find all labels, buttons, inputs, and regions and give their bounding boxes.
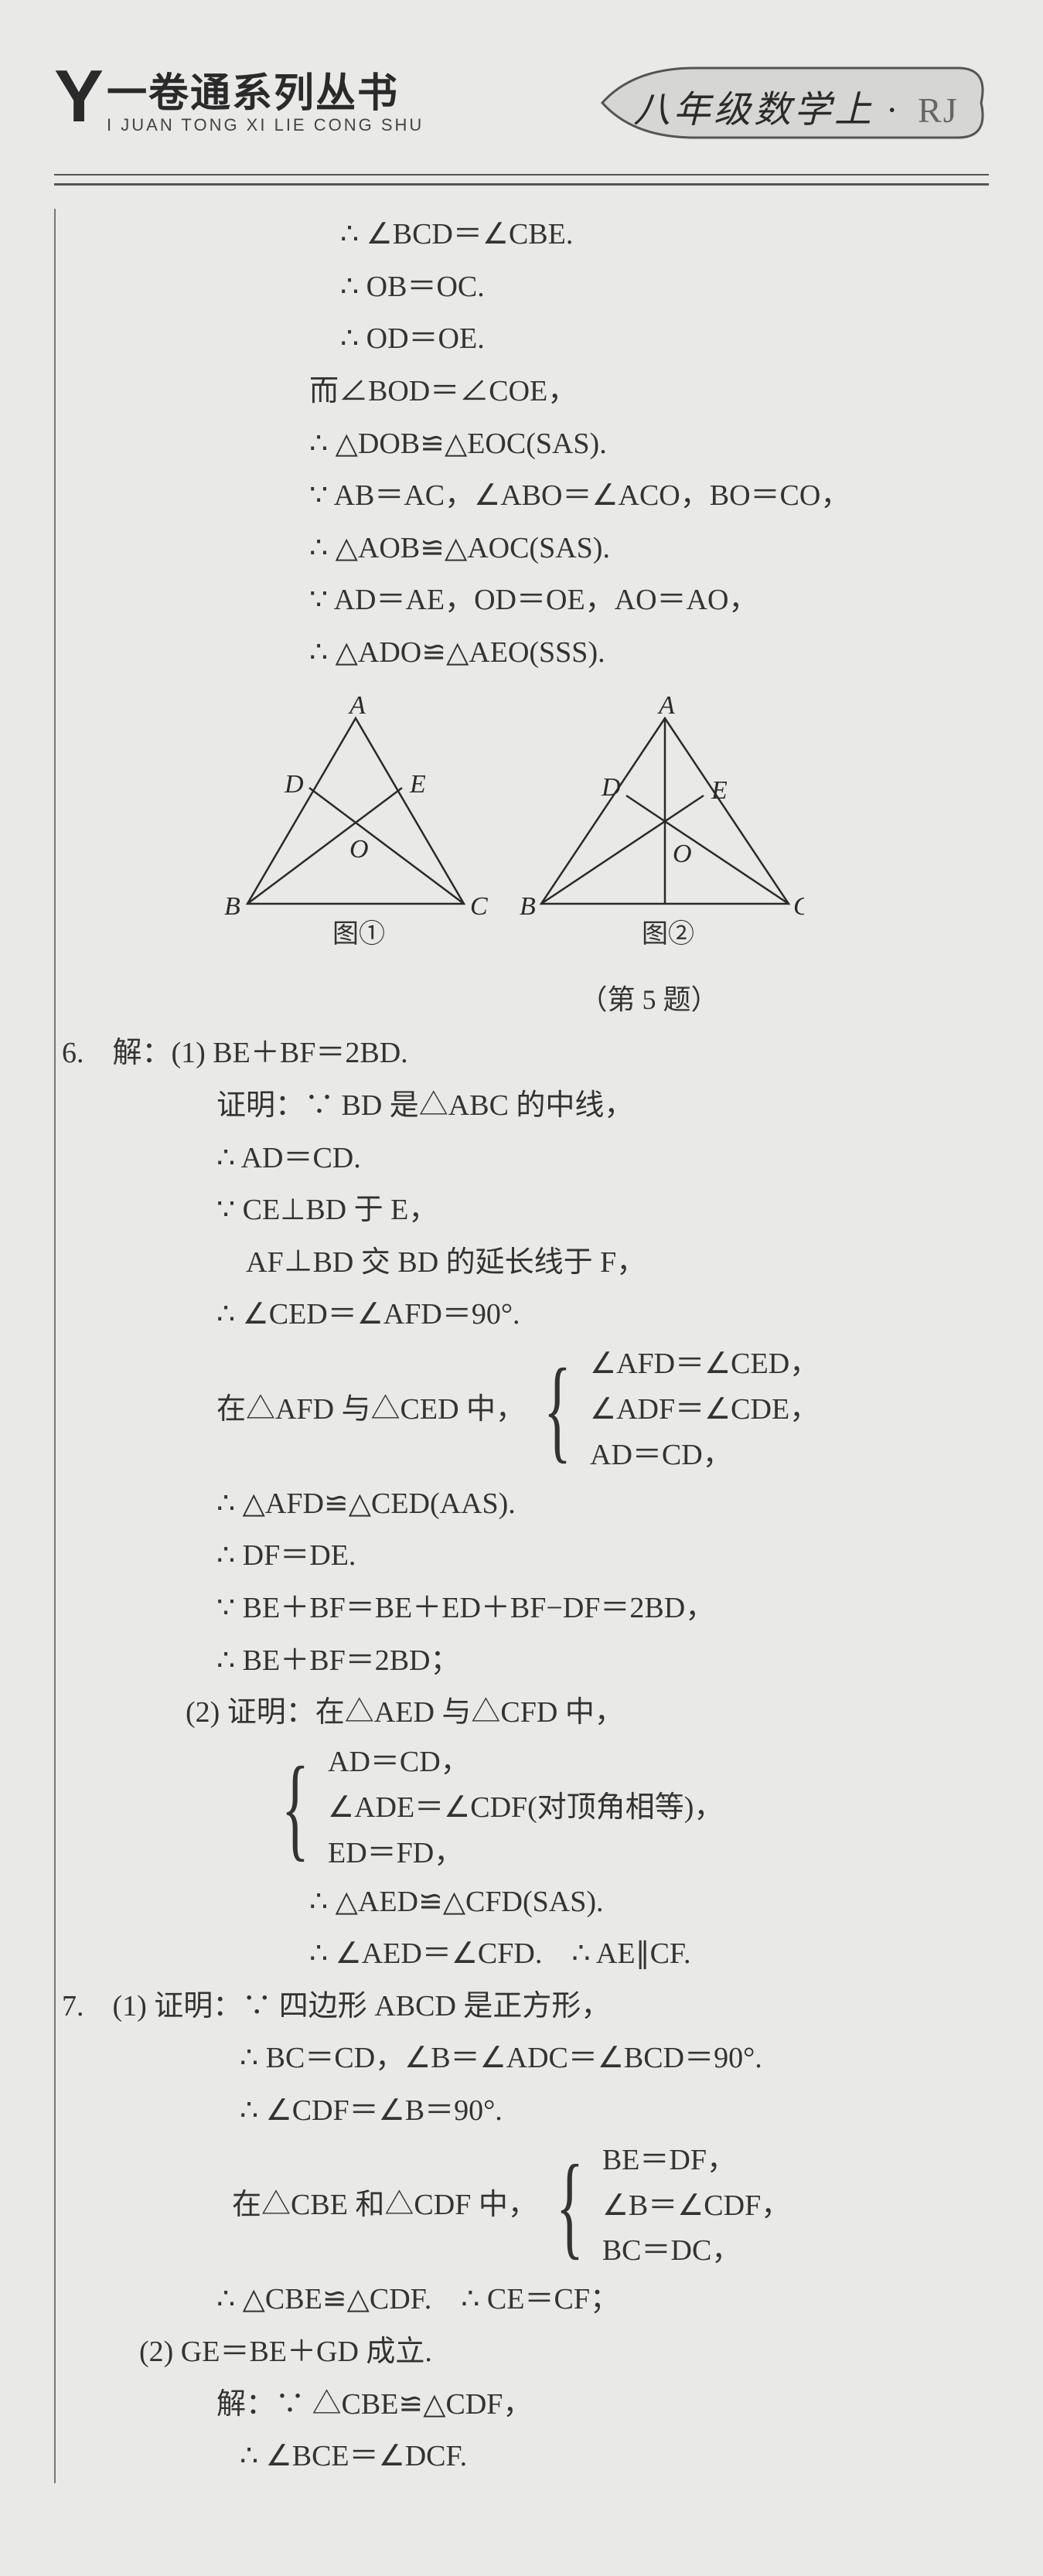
badge-grade: 八年级数学上	[633, 90, 874, 131]
q7-brace-lines: BE＝DF， ∠B＝∠CDF， BC＝DC，	[602, 2138, 790, 2274]
q5-line: ∵ AB＝AC，∠ABO＝∠ACO，BO＝CO，	[62, 470, 989, 523]
q6-line: ∴ DF＝DE.	[62, 1530, 989, 1583]
q5-line: ∴ OD＝OE.	[62, 313, 989, 366]
series-title-pinyin: I JUAN TONG XI LIE CONG SHU	[107, 115, 424, 135]
series-title-cn: 一卷通系列丛书	[107, 60, 424, 118]
q6-line: 证明：∵ BD 是△ABC 的中线，	[62, 1080, 989, 1133]
q5-line: ∴ ∠BCD＝∠CBE.	[62, 209, 989, 261]
q6-line: AF⊥BD 交 BD 的延长线于 F，	[62, 1237, 989, 1290]
q6-part2-line: ∴ ∠AED＝∠CFD. ∴ AE∥CF.	[62, 1928, 989, 1981]
q5-line: ∴ OB＝OC.	[62, 261, 989, 314]
q6-part2-brace-line: ∠ADE＝∠CDF(对顶角相等)，	[328, 1785, 723, 1831]
header-rule	[54, 174, 989, 186]
content: ∴ ∠BCD＝∠CBE. ∴ OB＝OC. ∴ OD＝OE. 而∠BOD＝∠CO…	[54, 209, 989, 2483]
q6-part2-brace-lines: AD＝CD， ∠ADE＝∠CDF(对顶角相等)， ED＝FD，	[328, 1739, 723, 1876]
q7-part2-head: (2) GE＝BE＋GD 成立.	[62, 2326, 989, 2379]
q5-figures: A B C D E O 图① A B C	[216, 695, 989, 1025]
q6-part2-brace-line: ED＝FD，	[328, 1831, 723, 1876]
q6-brace-lines: ∠AFD＝∠CED， ∠ADF＝∠CDE， AD＝CD，	[590, 1341, 819, 1478]
q7-part1-head: (1) 证明：∵ 四边形 ABCD 是正方形，	[113, 1990, 611, 2022]
q5-line: ∴ △AOB≌△AOC(SAS).	[62, 523, 989, 575]
q7-part2-line: 解：∵ △CBE≌△CDF，	[62, 2379, 989, 2431]
q6-number: 6.	[62, 1027, 105, 1080]
q7-brace-line: ∠B＝∠CDF，	[602, 2183, 790, 2229]
q6-line: ∵ BE＋BF＝BE＋ED＋BF−DF＝2BD，	[62, 1583, 989, 1635]
fig2-label-C: C	[793, 892, 804, 921]
q6-brace-line: ∠ADF＝∠CDE，	[590, 1387, 819, 1433]
q6-brace-intro: 在△AFD 与△CED 中，	[216, 1384, 525, 1436]
header-left: Y 一卷通系列丛书 I JUAN TONG XI LIE CONG SHU	[54, 54, 424, 139]
fig2-label-O: O	[673, 840, 692, 868]
q6-line: ∴ ∠CED＝∠AFD＝90°.	[62, 1289, 989, 1341]
q7-line: 7. (1) 证明：∵ 四边形 ABCD 是正方形，	[62, 1981, 989, 2033]
fig2-label-E: E	[711, 776, 728, 805]
page-header: Y 一卷通系列丛书 I JUAN TONG XI LIE CONG SHU 八年…	[54, 46, 989, 186]
left-brace-icon: {	[556, 2159, 584, 2252]
q6-part2-brace-line: AD＝CD，	[328, 1739, 723, 1785]
q7-brace-line: BE＝DF，	[602, 2138, 790, 2183]
q5-line: 而∠BOD＝∠COE，	[62, 366, 989, 418]
badge-text: 八年级数学上 · RJ	[633, 79, 959, 133]
q6-head-text: 解：(1) BE＋BF＝2BD.	[113, 1037, 408, 1069]
q7-brace-intro: 在△CBE 和△CDF 中，	[232, 2179, 537, 2232]
left-brace-icon: {	[544, 1363, 571, 1456]
q6-line: ∴ BE＋BF＝2BD；	[62, 1635, 989, 1688]
q7-part2-line: ∴ ∠BCE＝∠DCF.	[62, 2431, 989, 2483]
q7-line: ∴ BC＝CD，∠B＝∠ADC＝∠BCD＝90°.	[62, 2033, 989, 2085]
fig1-label-D: D	[284, 770, 304, 799]
q7-line: ∴ △CBE≌△CDF. ∴ CE＝CF；	[62, 2274, 989, 2326]
q6-part2-head: (2) 证明：在△AED 与△CFD 中，	[62, 1687, 989, 1739]
q7-line: ∴ ∠CDF＝∠B＝90°.	[62, 2085, 989, 2138]
fig2-label-D: D	[601, 773, 621, 802]
logo-letter: Y	[54, 54, 99, 139]
fig1-label-O: O	[349, 835, 369, 864]
q6-line: ∴ AD＝CD.	[62, 1133, 989, 1185]
q7-number: 7.	[62, 1981, 105, 2033]
q6-brace-block: 在△AFD 与△CED 中， { ∠AFD＝∠CED， ∠ADF＝∠CDE， A…	[216, 1341, 989, 1478]
fig2-label-B: B	[520, 892, 536, 921]
q6-brace-line: AD＝CD，	[590, 1433, 819, 1478]
left-brace-icon: {	[281, 1761, 309, 1854]
badge-dot: ·	[887, 90, 899, 131]
q5-figure-caption: （第 5 题）	[309, 975, 989, 1024]
fig1-label-C: C	[470, 892, 488, 921]
fig1-label-E: E	[409, 770, 426, 799]
page: Y 一卷通系列丛书 I JUAN TONG XI LIE CONG SHU 八年…	[0, 0, 1043, 2576]
q5-figure-svg: A B C D E O 图① A B C	[216, 695, 804, 958]
q5-line: ∴ △DOB≌△EOC(SAS).	[62, 418, 989, 471]
q5-line: ∵ AD＝AE，OD＝OE，AO＝AO，	[62, 574, 989, 627]
q6-brace-line: ∠AFD＝∠CED，	[590, 1341, 819, 1387]
q7-brace-line: BC＝DC，	[602, 2228, 790, 2274]
fig1-label-A: A	[348, 695, 366, 720]
fig1-label-B: B	[224, 892, 240, 921]
q7-brace-block: 在△CBE 和△CDF 中， { BE＝DF， ∠B＝∠CDF， BC＝DC，	[232, 2138, 989, 2274]
q6-head: 6. 解：(1) BE＋BF＝2BD.	[62, 1027, 989, 1080]
series-title: 一卷通系列丛书 I JUAN TONG XI LIE CONG SHU	[107, 60, 424, 135]
header-badge: 八年级数学上 · RJ	[587, 60, 989, 145]
q5-line: ∴ △ADO≌△AEO(SSS).	[62, 627, 989, 680]
badge-rj: RJ	[918, 90, 959, 130]
q6-part2-line: ∴ △AED≌△CFD(SAS).	[62, 1876, 989, 1929]
fig2-label-A: A	[657, 695, 675, 720]
q6-part2-brace-block: { AD＝CD， ∠ADE＝∠CDF(对顶角相等)， ED＝FD，	[263, 1739, 989, 1876]
q6-line: ∵ CE⊥BD 于 E，	[62, 1184, 989, 1237]
fig1-caption: 图①	[332, 919, 385, 949]
fig2-caption: 图②	[642, 919, 694, 949]
q6-line: ∴ △AFD≌△CED(AAS).	[62, 1478, 989, 1531]
